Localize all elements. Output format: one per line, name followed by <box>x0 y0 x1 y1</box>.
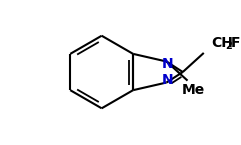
Text: N: N <box>162 73 173 87</box>
Text: 2: 2 <box>225 41 232 51</box>
Text: CH: CH <box>211 36 233 50</box>
Text: N: N <box>162 57 173 71</box>
Text: F: F <box>230 36 240 50</box>
Text: Me: Me <box>182 83 205 97</box>
